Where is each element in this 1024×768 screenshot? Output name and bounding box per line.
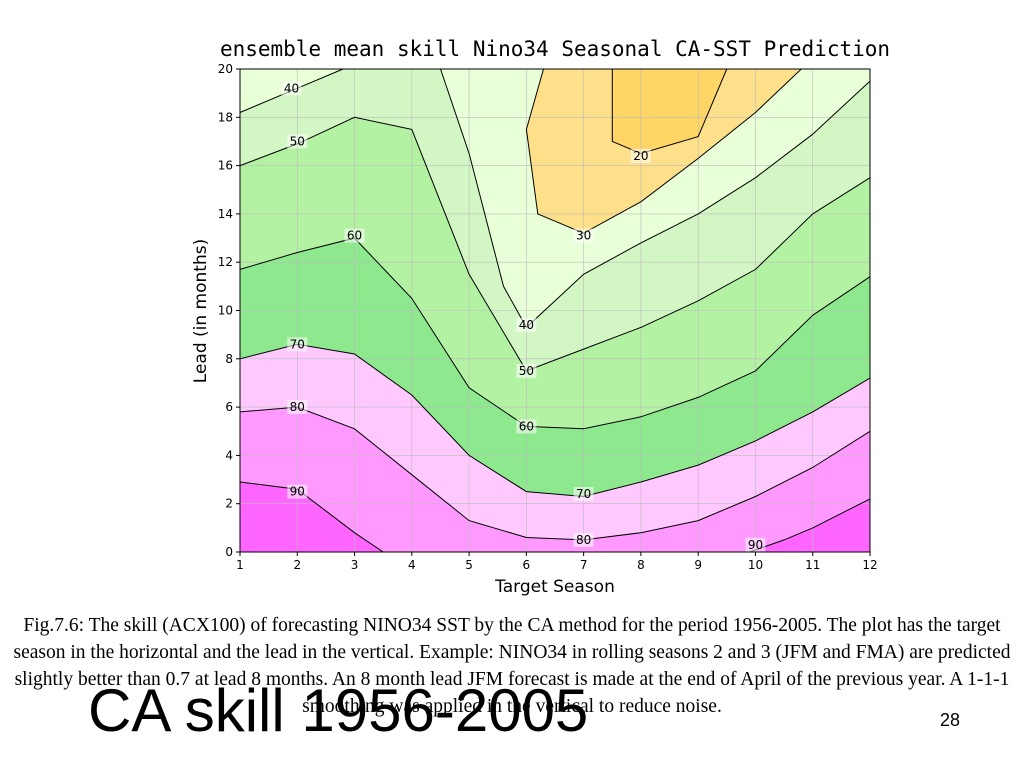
contour-line: [440, 68, 871, 329]
y-tick-label: 2: [225, 497, 233, 511]
y-tick-label: 18: [218, 110, 233, 124]
x-axis-label: Target Season: [494, 577, 615, 597]
contour-band: [749, 498, 870, 552]
y-tick-label: 12: [218, 255, 233, 269]
x-tick-label: 5: [465, 558, 473, 572]
contour-label: 80: [576, 533, 591, 547]
slide-number: 28: [940, 710, 961, 730]
contour-line: [525, 68, 802, 234]
contour-line: [239, 406, 871, 541]
x-tick-label: 1: [236, 558, 244, 572]
contour-lines: [239, 68, 871, 553]
x-tick-label: 9: [694, 558, 702, 572]
contour-label: 20: [633, 149, 648, 163]
contour-label: 50: [519, 364, 534, 378]
x-tick-label: 3: [351, 558, 359, 572]
contour-line: [239, 116, 871, 372]
contour-label-bg: [281, 81, 302, 96]
contour-band: [240, 482, 384, 552]
x-tick-label: 2: [293, 558, 301, 572]
contour-label-bg: [573, 228, 594, 243]
x-tick-label: 6: [523, 558, 531, 572]
y-tick-label: 16: [218, 159, 233, 173]
contour-label: 40: [284, 81, 299, 95]
x-tick-label: 10: [748, 558, 763, 572]
contour-label-bg: [287, 134, 308, 149]
contour-label: 90: [290, 485, 305, 499]
contour-label-bg: [516, 419, 537, 434]
contour-line: [239, 481, 384, 553]
y-tick-label: 0: [225, 545, 233, 559]
contour-label: 50: [290, 134, 305, 148]
y-tick-label: 14: [218, 207, 233, 221]
contour-label-bg: [745, 537, 766, 552]
contour-band: [526, 69, 802, 234]
x-tick-label: 8: [637, 558, 645, 572]
figure-caption: Fig.7.6: The skill (ACX100) of forecasti…: [13, 615, 1011, 717]
y-tick-label: 6: [225, 400, 233, 414]
contour-label-bg: [344, 228, 365, 243]
contour-label-bg: [287, 337, 308, 352]
contour-label: 80: [290, 400, 305, 414]
contour-bands: [240, 69, 870, 552]
contour-band: [240, 344, 870, 540]
y-tick-label: 20: [218, 62, 233, 76]
y-tick-label: 4: [225, 448, 233, 462]
x-tick-label: 7: [580, 558, 588, 572]
contour-label-bg: [516, 363, 537, 378]
x-tick-label: 11: [805, 558, 820, 572]
contour-label-bg: [287, 400, 308, 415]
contour-chart: ensemble mean skill Nino34 Seasonal CA-S…: [191, 37, 890, 597]
contour-band: [240, 238, 870, 497]
x-tick-label: 4: [408, 558, 416, 572]
contour-label-bg: [573, 532, 594, 547]
contour-label: 30: [576, 229, 591, 243]
contour-band: [240, 117, 870, 429]
contour-band: [240, 407, 870, 552]
contour-label-bg: [630, 148, 651, 163]
contour-band: [240, 69, 344, 113]
contour-label: 60: [519, 419, 534, 433]
contour-label-bg: [287, 484, 308, 499]
y-tick-label: 8: [225, 352, 233, 366]
y-tick-label: 10: [218, 304, 233, 318]
slide-title: CA skill 1956-2005: [88, 677, 589, 744]
contour-label-bg: [516, 317, 537, 332]
x-tick-label: 12: [862, 558, 877, 572]
y-axis-label: Lead (in months): [191, 239, 211, 383]
contour-label: 70: [290, 337, 305, 351]
grid-lines: [239, 68, 871, 553]
contour-labels: 90 90 80 80 70 70 60 60 50 50 40 40 30 20: [281, 81, 766, 552]
contour-label: 70: [576, 487, 591, 501]
contour-line: [239, 343, 871, 498]
contour-label: 60: [347, 229, 362, 243]
contour-line: [749, 498, 871, 553]
contour-label: 40: [519, 318, 534, 332]
contour-label: 90: [748, 538, 763, 552]
chart-title: ensemble mean skill Nino34 Seasonal CA-S…: [220, 37, 890, 61]
contour-label-bg: [573, 487, 594, 502]
